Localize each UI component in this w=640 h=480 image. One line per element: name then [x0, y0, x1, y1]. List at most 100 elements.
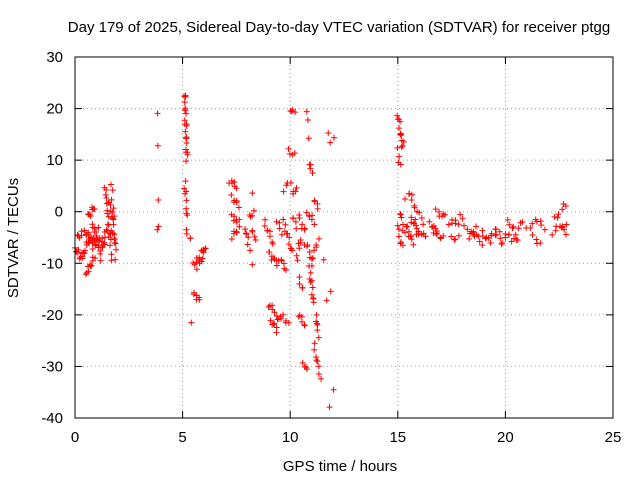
data-point — [533, 236, 540, 243]
data-point — [315, 235, 322, 242]
data-point — [308, 255, 315, 262]
data-point — [252, 236, 259, 243]
data-point — [271, 309, 278, 316]
data-point — [181, 99, 188, 106]
data-point — [404, 223, 411, 230]
data-point — [293, 184, 300, 191]
data-point — [292, 188, 299, 195]
data-point — [289, 247, 296, 254]
data-point — [397, 131, 404, 138]
y-tick-label: 10 — [46, 152, 63, 169]
data-point — [311, 340, 318, 347]
x-tick-label: 25 — [605, 429, 622, 446]
data-point — [479, 227, 486, 234]
data-points — [72, 92, 570, 411]
data-point — [307, 278, 314, 285]
data-point — [563, 221, 570, 228]
data-point — [327, 139, 334, 146]
data-point — [267, 317, 274, 324]
data-point — [113, 246, 120, 253]
data-point — [527, 225, 534, 232]
data-point — [455, 232, 462, 239]
data-point — [247, 247, 254, 254]
data-point — [103, 226, 110, 233]
data-point — [301, 226, 308, 233]
data-point — [403, 223, 410, 230]
data-point — [466, 235, 473, 242]
data-point — [416, 209, 423, 216]
data-point — [318, 375, 325, 382]
data-point — [182, 190, 189, 197]
data-point — [315, 371, 322, 378]
data-point — [276, 225, 283, 232]
data-point — [183, 135, 190, 142]
data-point — [314, 327, 321, 334]
data-point — [273, 329, 280, 336]
data-point — [261, 222, 268, 229]
data-point — [402, 196, 409, 203]
data-point — [286, 234, 293, 241]
data-point — [313, 357, 320, 364]
data-point — [413, 225, 420, 232]
data-point — [108, 196, 115, 203]
data-point — [228, 236, 235, 243]
data-point — [271, 254, 278, 261]
data-point — [183, 158, 190, 165]
data-point — [311, 197, 318, 204]
data-point — [183, 110, 190, 117]
data-point — [408, 236, 415, 243]
data-point — [510, 223, 517, 230]
data-point — [99, 244, 106, 251]
data-point — [308, 216, 315, 223]
data-point — [395, 233, 402, 240]
data-point — [82, 271, 89, 278]
data-point — [304, 117, 311, 124]
data-point — [487, 240, 494, 247]
data-point — [183, 230, 190, 237]
data-point — [106, 242, 113, 249]
data-point — [154, 226, 161, 233]
data-point — [509, 224, 516, 231]
data-point — [89, 245, 96, 252]
data-point — [492, 226, 499, 233]
data-point — [85, 268, 92, 275]
data-point — [154, 110, 161, 117]
data-point — [110, 221, 117, 228]
data-point — [499, 239, 506, 246]
data-point — [244, 241, 251, 248]
data-point — [554, 214, 561, 221]
data-point — [105, 213, 112, 220]
y-tick-label: -20 — [41, 307, 63, 324]
data-point — [459, 215, 466, 222]
data-point — [111, 213, 118, 220]
data-point — [561, 226, 568, 233]
data-point — [103, 194, 110, 201]
data-point — [236, 216, 243, 223]
data-point — [249, 228, 256, 235]
data-point — [285, 319, 292, 326]
data-point — [314, 205, 321, 212]
data-point — [455, 221, 462, 228]
data-point — [457, 211, 464, 218]
data-point — [479, 242, 486, 249]
data-point — [519, 218, 526, 225]
data-point — [107, 201, 114, 208]
data-point — [304, 243, 311, 250]
data-point — [273, 324, 280, 331]
data-point — [452, 220, 459, 227]
data-point — [289, 215, 296, 222]
data-point — [398, 143, 405, 150]
data-point — [293, 225, 300, 232]
data-point — [330, 134, 337, 141]
data-point — [296, 274, 303, 281]
data-point — [88, 262, 95, 269]
data-point — [464, 226, 471, 233]
data-point — [249, 212, 256, 219]
data-point — [183, 140, 190, 147]
data-point — [408, 196, 415, 203]
data-point — [541, 226, 548, 233]
data-point — [107, 181, 114, 188]
data-point — [97, 247, 104, 254]
data-point — [529, 220, 536, 227]
data-point — [154, 142, 161, 149]
